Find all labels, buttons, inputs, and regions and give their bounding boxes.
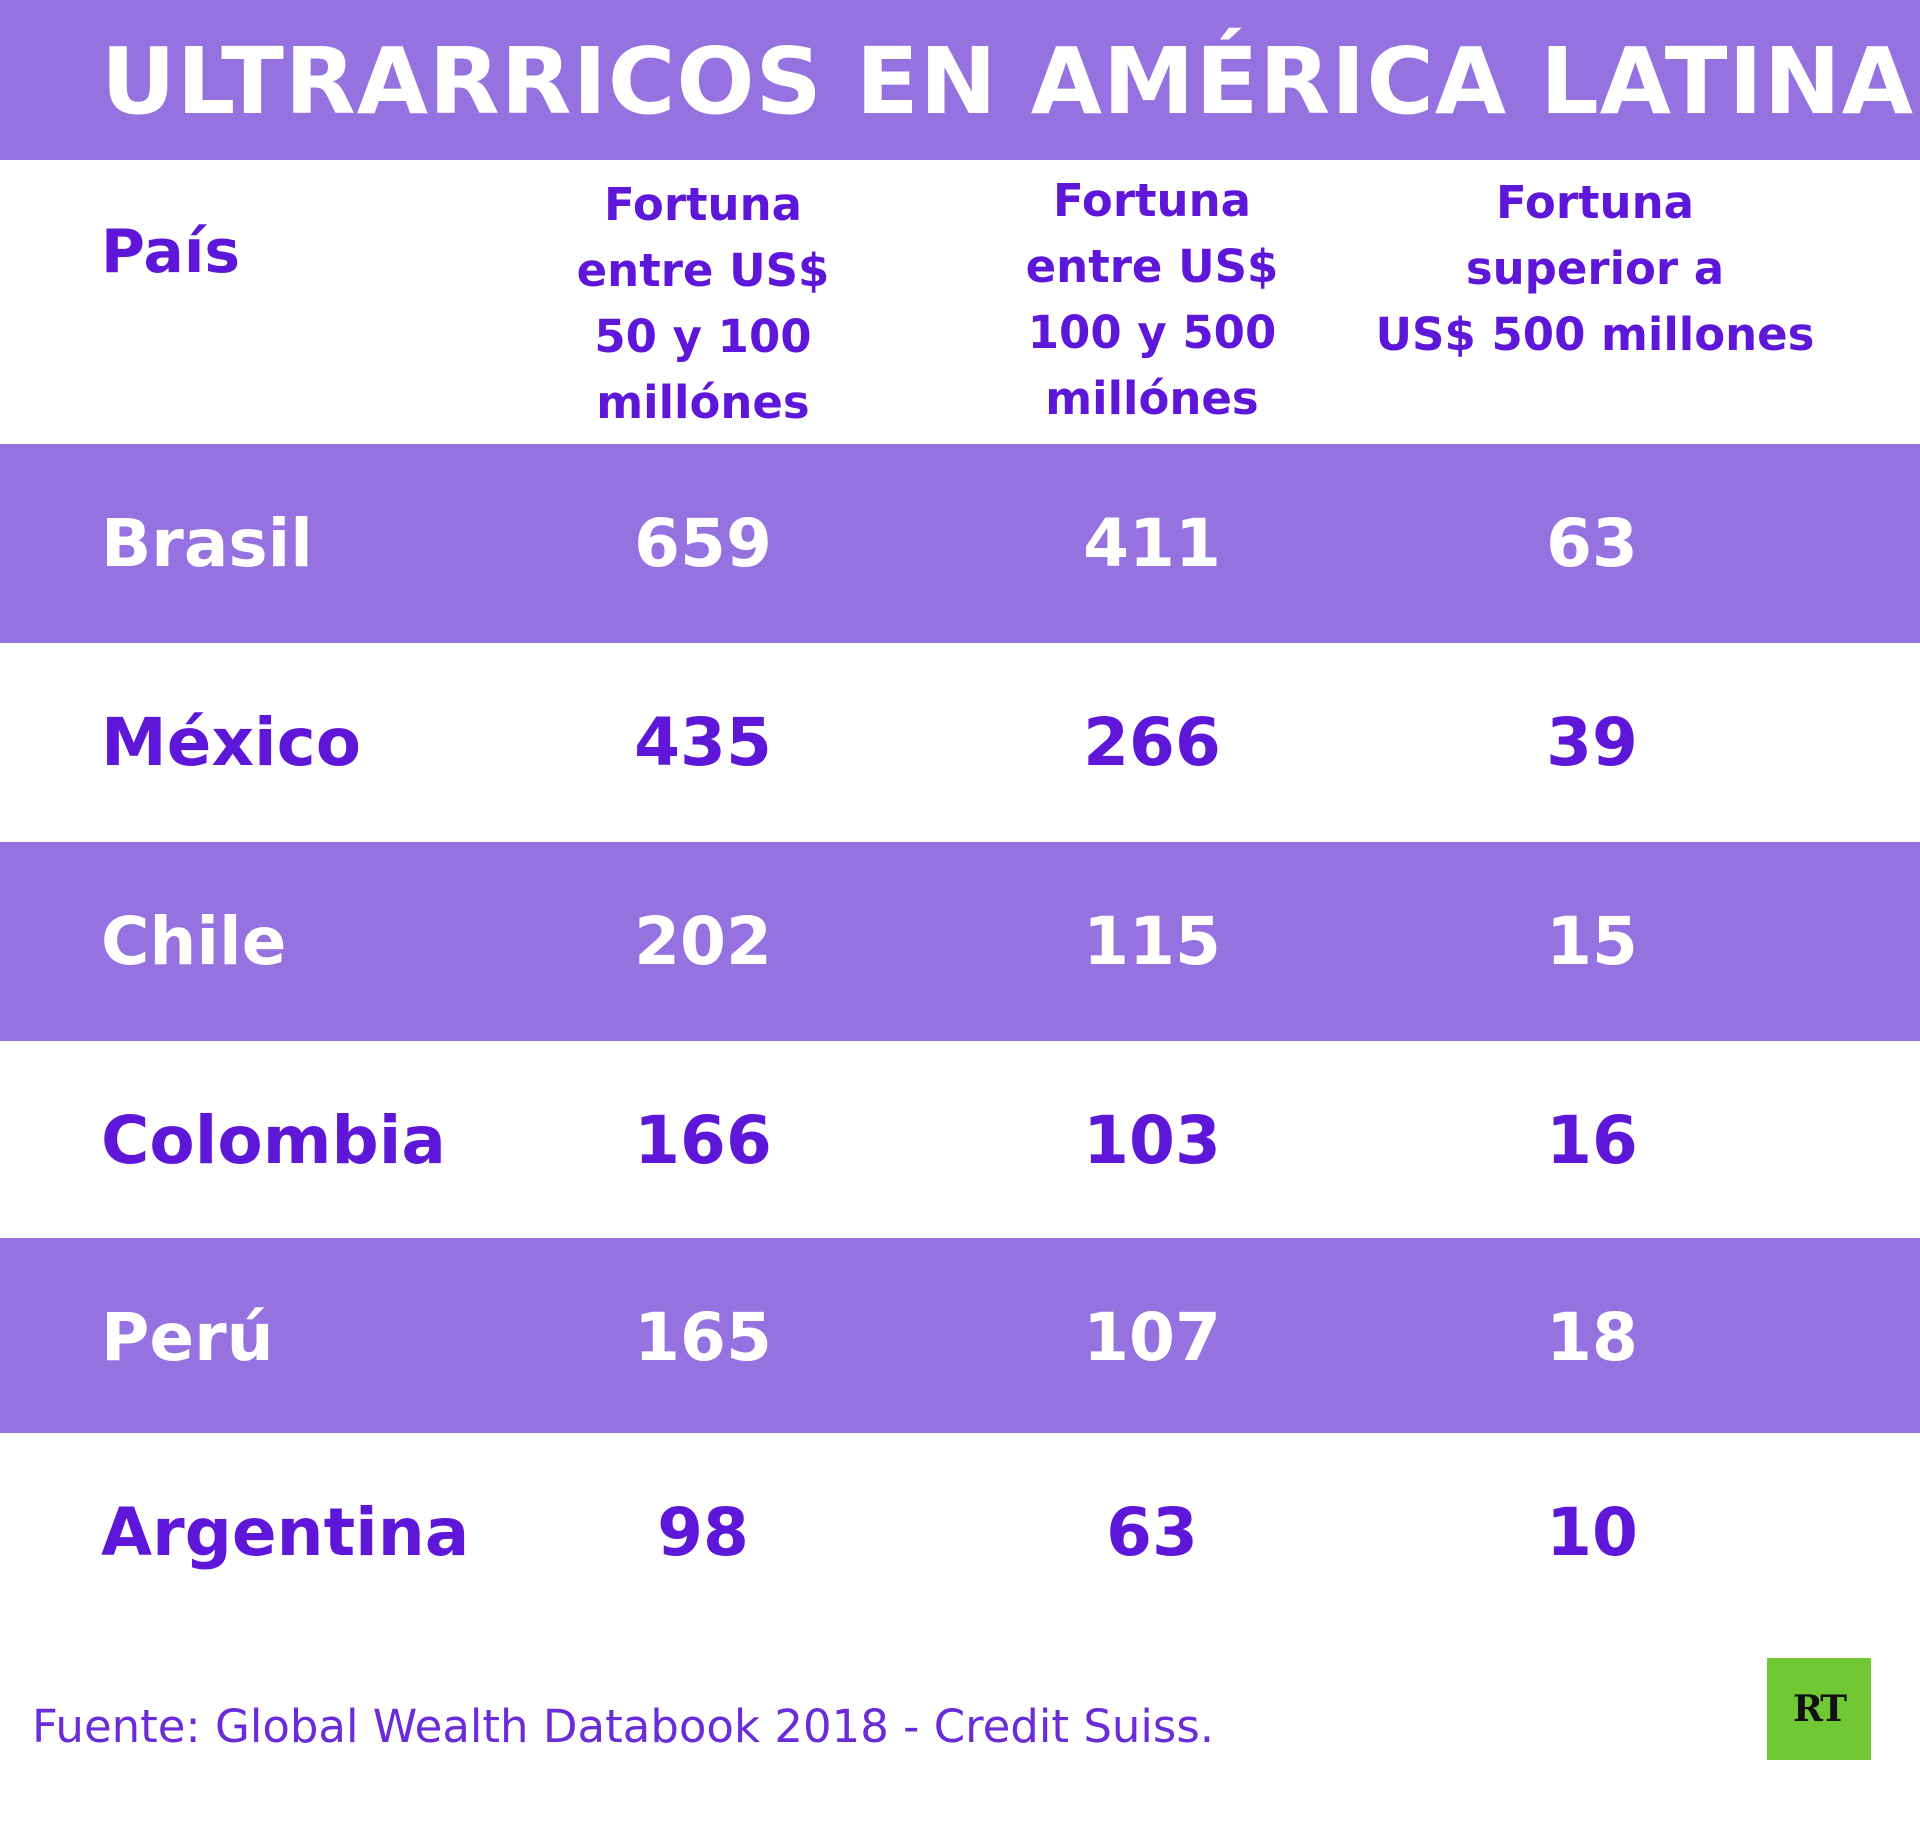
- column-header-range-50-100: Fortuna entre US$ 50 y 100 millónes: [545, 172, 861, 436]
- country-name: Perú: [101, 1299, 274, 1376]
- value-cell: 166: [634, 1102, 772, 1179]
- value-cell: 18: [1546, 1299, 1638, 1376]
- column-header-line: US$ 500 millones: [1375, 308, 1815, 361]
- country-name: México: [101, 704, 362, 781]
- source-note: Fuente: Global Wealth Databook 2018 - Cr…: [32, 1700, 1215, 1753]
- table-row: México 435 266 39: [0, 643, 1920, 842]
- table-row: Argentina 98 63 10: [0, 1433, 1920, 1632]
- country-name: Argentina: [101, 1494, 470, 1571]
- rt-logo-text: RT: [1792, 1688, 1847, 1730]
- value-cell: 435: [634, 704, 772, 781]
- value-cell: 411: [1083, 505, 1221, 582]
- table-row: Colombia 166 103 16: [0, 1041, 1920, 1240]
- value-cell: 165: [634, 1299, 772, 1376]
- column-header-line: superior a: [1465, 242, 1725, 295]
- column-header-line: Fortuna: [1053, 174, 1251, 227]
- column-header-line: millónes: [596, 376, 810, 429]
- value-cell: 103: [1083, 1102, 1221, 1179]
- country-name: Chile: [101, 903, 287, 980]
- column-header-line: 100 y 500: [1027, 306, 1277, 359]
- value-cell: 107: [1083, 1299, 1221, 1376]
- value-cell: 659: [634, 505, 772, 582]
- country-name: Colombia: [101, 1102, 446, 1179]
- title-bar: ULTRARRICOS EN AMÉRICA LATINA: [0, 0, 1920, 160]
- column-header-line: millónes: [1045, 372, 1259, 425]
- value-cell: 63: [1546, 505, 1638, 582]
- column-header-line: entre US$: [576, 244, 830, 297]
- column-header-country: País: [101, 212, 240, 292]
- table-row: Brasil 659 411 63: [0, 444, 1920, 643]
- value-cell: 16: [1546, 1102, 1638, 1179]
- value-cell: 98: [657, 1494, 749, 1571]
- table-row: Perú 165 107 18: [0, 1238, 1920, 1437]
- column-header-line: 50 y 100: [594, 310, 812, 363]
- value-cell: 266: [1083, 704, 1221, 781]
- column-header-country-line: País: [101, 217, 241, 287]
- value-cell: 63: [1106, 1494, 1198, 1571]
- table-row: Chile 202 115 15: [0, 842, 1920, 1041]
- value-cell: 15: [1546, 903, 1638, 980]
- value-cell: 202: [634, 903, 772, 980]
- column-header-line: Fortuna: [604, 178, 802, 231]
- value-cell: 39: [1546, 704, 1638, 781]
- value-cell: 115: [1083, 903, 1221, 980]
- column-header-line: Fortuna: [1496, 176, 1694, 229]
- value-cell: 10: [1546, 1494, 1638, 1571]
- chart-title: ULTRARRICOS EN AMÉRICA LATINA: [101, 28, 1914, 135]
- country-name: Brasil: [101, 505, 313, 582]
- column-header-range-100-500: Fortuna entre US$ 100 y 500 millónes: [994, 168, 1310, 432]
- table-header-row: País Fortuna entre US$ 50 y 100 millónes…: [0, 160, 1920, 444]
- rt-logo: RT: [1767, 1658, 1871, 1760]
- column-header-line: entre US$: [1025, 240, 1279, 293]
- column-header-above-500: Fortuna superior a US$ 500 millones: [1340, 170, 1850, 368]
